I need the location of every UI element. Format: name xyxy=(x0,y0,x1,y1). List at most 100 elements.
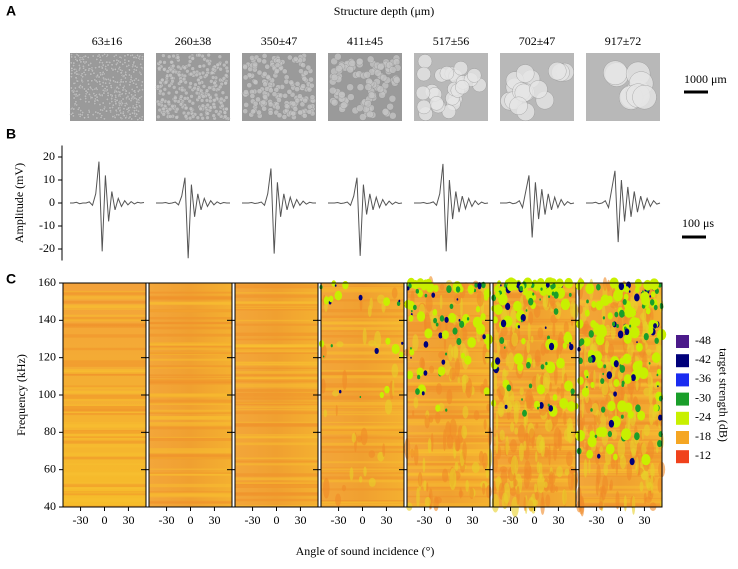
heatmap-band xyxy=(235,361,318,363)
bead xyxy=(118,65,122,69)
heatmap-spot xyxy=(657,385,659,388)
heatmap-band xyxy=(235,492,318,495)
heatmap-spot xyxy=(517,362,524,372)
heatmap-spot xyxy=(437,366,446,376)
bead xyxy=(141,88,144,92)
heatmap-spot xyxy=(528,297,534,306)
heatmap-streak xyxy=(635,378,639,391)
heatmap-band xyxy=(63,491,146,493)
bead xyxy=(632,84,657,110)
heatmap-spot xyxy=(494,285,500,293)
bead xyxy=(210,75,216,80)
heatmap-spot xyxy=(441,330,449,340)
heatmap-spot xyxy=(537,406,539,410)
bead xyxy=(242,108,249,115)
bead xyxy=(124,80,128,84)
heatmap-spot xyxy=(570,388,575,395)
heatmap-spot xyxy=(323,296,330,305)
heatmap-band xyxy=(149,436,232,438)
bead xyxy=(129,99,133,103)
heatmap-band xyxy=(579,342,662,346)
heatmap-band xyxy=(493,464,576,467)
heatmap-streak xyxy=(513,473,516,489)
bead xyxy=(104,81,108,85)
bead xyxy=(103,87,107,91)
heatmap-streak xyxy=(535,451,538,463)
heatmap-band xyxy=(63,482,146,485)
heatmap-band xyxy=(493,370,576,372)
heatmap-spot xyxy=(505,302,511,311)
bead xyxy=(179,94,184,99)
heatmap-spot xyxy=(460,352,465,359)
heatmap-band xyxy=(149,381,232,385)
waveform xyxy=(586,170,661,243)
bead xyxy=(86,56,90,59)
heatmap-band xyxy=(63,505,146,507)
heatmap-band xyxy=(63,405,146,409)
bead xyxy=(201,94,206,99)
heatmap-spot xyxy=(449,303,454,309)
heatmap-streak xyxy=(607,343,615,358)
heatmap-spot xyxy=(504,404,508,409)
heatmap-streak xyxy=(499,429,505,441)
bead xyxy=(256,69,263,76)
bead xyxy=(125,96,129,99)
bead xyxy=(175,55,181,60)
legend-swatch xyxy=(676,335,689,348)
heatmap-band xyxy=(493,407,576,410)
heatmap-streak xyxy=(652,397,656,406)
heatmap-spot xyxy=(612,321,616,327)
heatmap-band xyxy=(235,424,318,428)
heatmap-streak xyxy=(597,414,600,425)
bead xyxy=(95,57,99,61)
bead xyxy=(346,83,354,91)
heatmap-streak xyxy=(602,475,609,495)
heatmap-spot xyxy=(401,341,404,345)
heatmap-streak xyxy=(454,435,461,452)
heatmap-band xyxy=(149,399,232,404)
heatmap-band xyxy=(321,330,404,332)
bead xyxy=(197,64,203,69)
heatmap-band xyxy=(235,406,318,408)
bead xyxy=(124,89,128,93)
heatmap-spot xyxy=(624,328,630,336)
bead xyxy=(105,68,109,72)
heatmap-streak xyxy=(544,419,553,432)
heatmap-streak xyxy=(528,428,536,444)
bead xyxy=(98,80,102,83)
heatmap-band xyxy=(493,392,576,394)
bead xyxy=(347,93,355,101)
heatmap-spot xyxy=(431,292,436,298)
heatmap-spot xyxy=(552,283,556,289)
heatmap-band xyxy=(63,493,146,496)
bead xyxy=(135,85,139,89)
heatmap-band xyxy=(235,301,318,305)
heatmap-streak xyxy=(495,410,499,431)
heatmap-band xyxy=(407,403,490,406)
bead xyxy=(242,64,248,70)
heatmap-streak xyxy=(500,344,508,360)
heatmap-band xyxy=(407,465,490,470)
bead xyxy=(108,61,112,64)
heatmap-spot xyxy=(622,299,627,305)
bead xyxy=(182,65,187,70)
bead xyxy=(135,112,139,116)
heatmap-spot xyxy=(499,337,505,344)
heatmap-panel xyxy=(575,277,667,517)
heatmap-streak xyxy=(599,446,604,453)
heatmap-spot xyxy=(587,435,597,448)
bead xyxy=(364,99,372,108)
heatmap-spot xyxy=(632,361,643,373)
heatmap-band xyxy=(579,383,662,386)
heatmap-band xyxy=(235,344,318,349)
heatmap-streak xyxy=(423,480,427,492)
heatmap-streak xyxy=(358,476,363,483)
heatmap-spot xyxy=(467,337,476,348)
bead xyxy=(138,104,141,108)
bead xyxy=(297,109,303,116)
heatmap-band xyxy=(579,352,662,356)
heatmap-spot xyxy=(521,398,523,401)
bead xyxy=(111,115,115,118)
heatmap-band xyxy=(235,284,318,289)
bead xyxy=(73,102,77,106)
